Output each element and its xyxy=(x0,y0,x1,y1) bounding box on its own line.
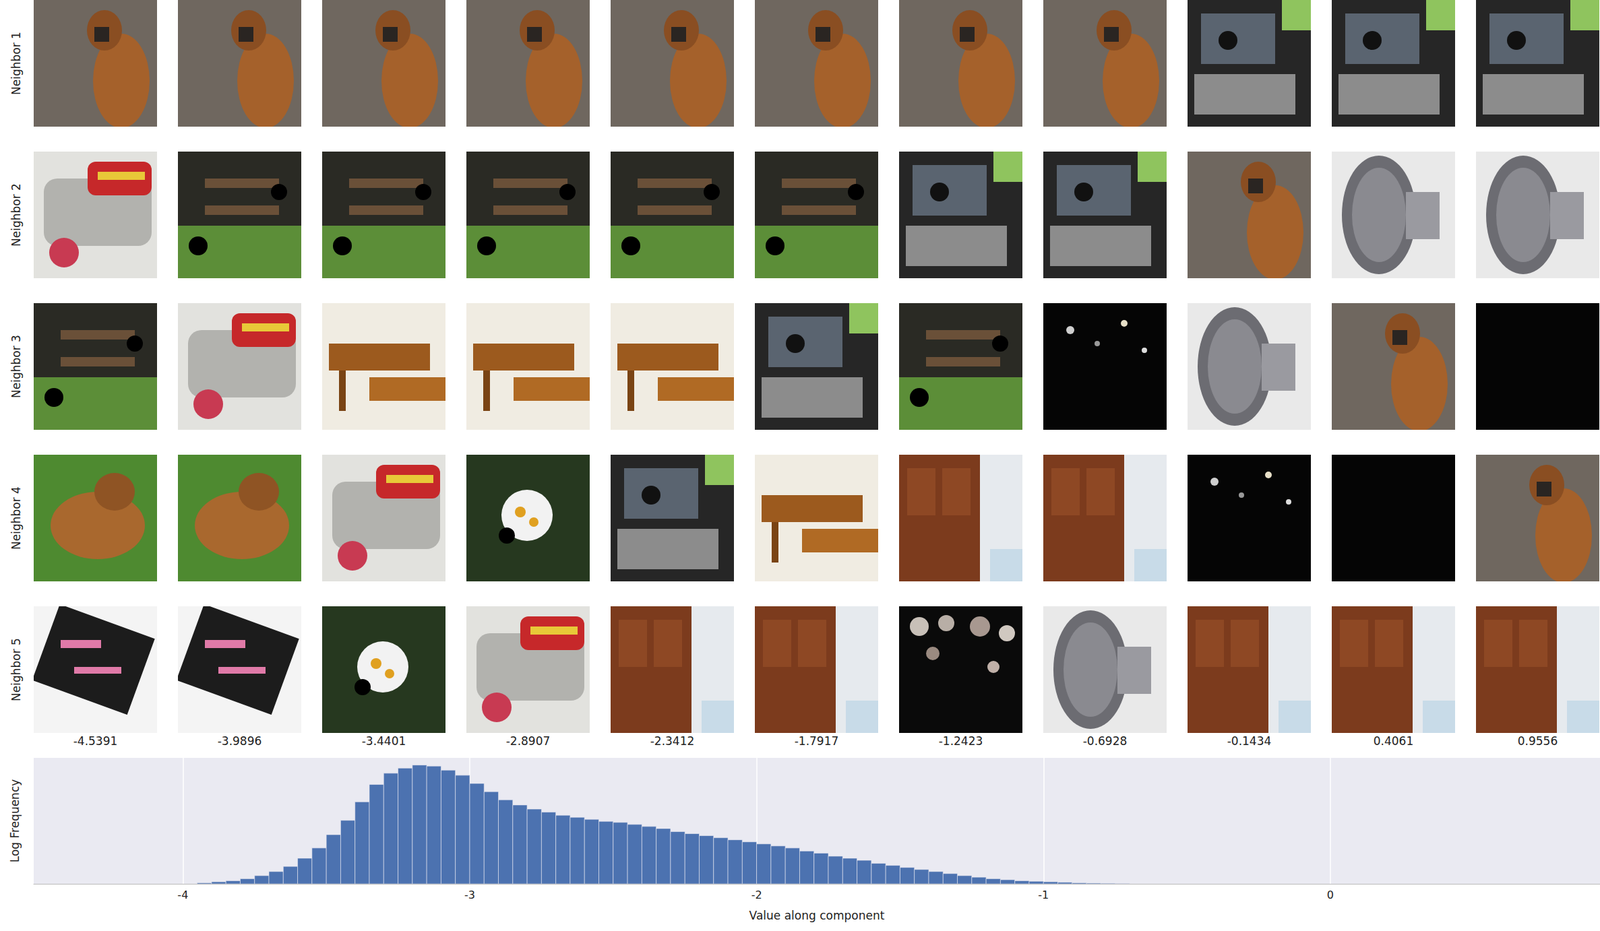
html-text:Neighbor 5: Neighbor 5 xyxy=(9,638,23,702)
html-text:-2.8907: -2.8907 xyxy=(505,734,551,749)
svg-text:-1: -1 xyxy=(1037,888,1049,902)
html-text:-1.2423: -1.2423 xyxy=(938,734,983,749)
svg-text:0: 0 xyxy=(1327,888,1334,902)
html-text:Neighbor 2: Neighbor 2 xyxy=(9,183,23,247)
html-text:-3.4401: -3.4401 xyxy=(361,734,406,749)
html-text:Neighbor 3: Neighbor 3 xyxy=(9,335,23,399)
html-text:-0.6928: -0.6928 xyxy=(1082,734,1128,749)
html-text:-4.5391: -4.5391 xyxy=(73,734,118,749)
html-text:-3.9896: -3.9896 xyxy=(217,734,262,749)
svg-text:Log Frequency: Log Frequency xyxy=(8,779,22,864)
html-text:-2.3412: -2.3412 xyxy=(650,734,695,749)
html-text:Neighbor 4: Neighbor 4 xyxy=(9,486,23,550)
html-text:Neighbor 1: Neighbor 1 xyxy=(9,31,23,95)
html-text:-0.1434: -0.1434 xyxy=(1227,734,1272,749)
svg-text:-2: -2 xyxy=(751,888,763,902)
html-text:-1.7917: -1.7917 xyxy=(794,734,839,749)
html-text:0.4061: 0.4061 xyxy=(1373,734,1414,749)
svg-text:-3: -3 xyxy=(464,888,476,902)
html-text:0.9556: 0.9556 xyxy=(1517,734,1558,749)
svg-text:-4: -4 xyxy=(177,888,189,902)
svg-text:Value along component: Value along component xyxy=(749,909,885,923)
